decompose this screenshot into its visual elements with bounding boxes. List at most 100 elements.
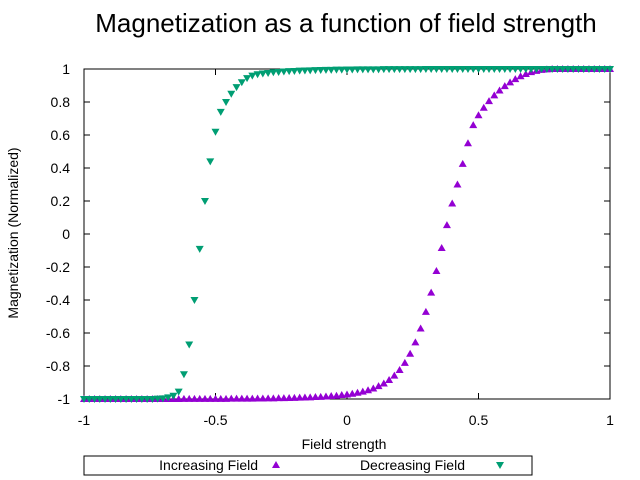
data-point	[290, 67, 299, 75]
data-point	[327, 66, 336, 74]
data-point	[216, 394, 225, 402]
data-point	[148, 396, 157, 403]
data-point	[406, 349, 415, 357]
data-point	[127, 396, 136, 403]
series-layer	[80, 65, 614, 403]
data-point	[395, 66, 404, 74]
data-point	[248, 394, 257, 402]
data-point	[306, 67, 315, 75]
data-point	[421, 66, 430, 73]
data-point	[411, 66, 420, 74]
data-point	[374, 66, 383, 74]
data-point	[479, 103, 488, 111]
data-point	[179, 371, 188, 379]
data-point	[153, 395, 162, 403]
data-point	[453, 66, 462, 73]
y-tick-label: -1	[58, 391, 71, 407]
data-point	[442, 221, 451, 229]
data-point	[437, 66, 446, 73]
data-point	[343, 66, 351, 74]
data-point	[269, 69, 278, 77]
data-point	[211, 128, 220, 136]
data-point	[385, 66, 394, 74]
data-point	[432, 66, 441, 73]
y-tick-label: 1	[62, 61, 70, 77]
data-point	[521, 66, 530, 73]
data-point	[106, 396, 115, 403]
data-point	[574, 66, 583, 73]
data-point	[195, 394, 204, 402]
data-point	[495, 86, 504, 94]
data-point	[269, 394, 278, 402]
data-point	[311, 393, 320, 401]
data-point	[258, 70, 267, 78]
data-point	[195, 245, 204, 253]
plot-frame	[83, 68, 611, 400]
y-tick-label: 0.2	[51, 193, 71, 209]
data-point	[227, 90, 236, 98]
y-axis: -1 -0.8 -0.6 -0.4 -0.2 0 0.2 0.4 0.6 0.8 1	[46, 61, 610, 407]
legend-marker-increasing	[272, 461, 280, 468]
x-tick-label: 0.5	[469, 412, 489, 428]
data-point	[132, 396, 141, 403]
data-point	[579, 66, 588, 73]
data-point	[421, 307, 430, 315]
data-point	[490, 91, 499, 99]
x-tick-label: 1	[606, 412, 614, 428]
data-point	[211, 394, 220, 402]
data-point	[137, 396, 146, 403]
data-point	[279, 68, 288, 76]
data-point	[90, 396, 99, 403]
data-point	[506, 66, 515, 73]
legend-label-increasing: Increasing Field	[159, 457, 258, 473]
data-point	[348, 66, 357, 74]
data-point	[258, 394, 267, 402]
data-point	[222, 394, 231, 402]
data-point	[206, 394, 215, 402]
data-point	[232, 84, 241, 92]
data-point	[264, 69, 273, 77]
data-point	[379, 66, 388, 74]
y-tick-label: -0.2	[46, 259, 70, 275]
data-point	[185, 394, 194, 402]
data-point	[390, 66, 399, 74]
data-point	[111, 396, 120, 403]
data-point	[385, 376, 394, 384]
data-point	[174, 395, 183, 402]
data-point	[85, 396, 94, 403]
y-tick-label: 0.8	[51, 94, 71, 110]
data-point	[295, 393, 304, 401]
data-point	[432, 266, 441, 274]
data-point	[285, 394, 294, 402]
data-point	[353, 66, 362, 74]
data-point	[463, 66, 472, 73]
data-point	[516, 72, 525, 80]
data-point	[222, 99, 231, 106]
data-point	[511, 75, 520, 83]
data-point	[485, 97, 494, 105]
data-point	[243, 394, 252, 402]
data-point	[584, 66, 593, 73]
data-point	[469, 66, 478, 73]
x-axis-label: Field strength	[302, 436, 387, 452]
legend-marker-decreasing	[496, 462, 504, 469]
data-point	[364, 66, 373, 74]
data-point	[469, 121, 478, 129]
data-point	[395, 365, 404, 373]
data-point	[485, 66, 494, 73]
data-point	[311, 67, 320, 75]
data-point	[174, 388, 183, 396]
data-point	[185, 341, 194, 349]
data-point	[406, 66, 415, 74]
data-point	[300, 67, 309, 75]
legend-box	[83, 455, 533, 476]
data-point	[274, 68, 283, 76]
data-point	[511, 66, 520, 73]
data-point	[369, 66, 378, 74]
data-point	[400, 358, 409, 366]
data-point	[316, 392, 325, 400]
data-point	[500, 66, 509, 73]
x-tick-label: -0.5	[203, 412, 227, 428]
data-point	[537, 66, 546, 73]
